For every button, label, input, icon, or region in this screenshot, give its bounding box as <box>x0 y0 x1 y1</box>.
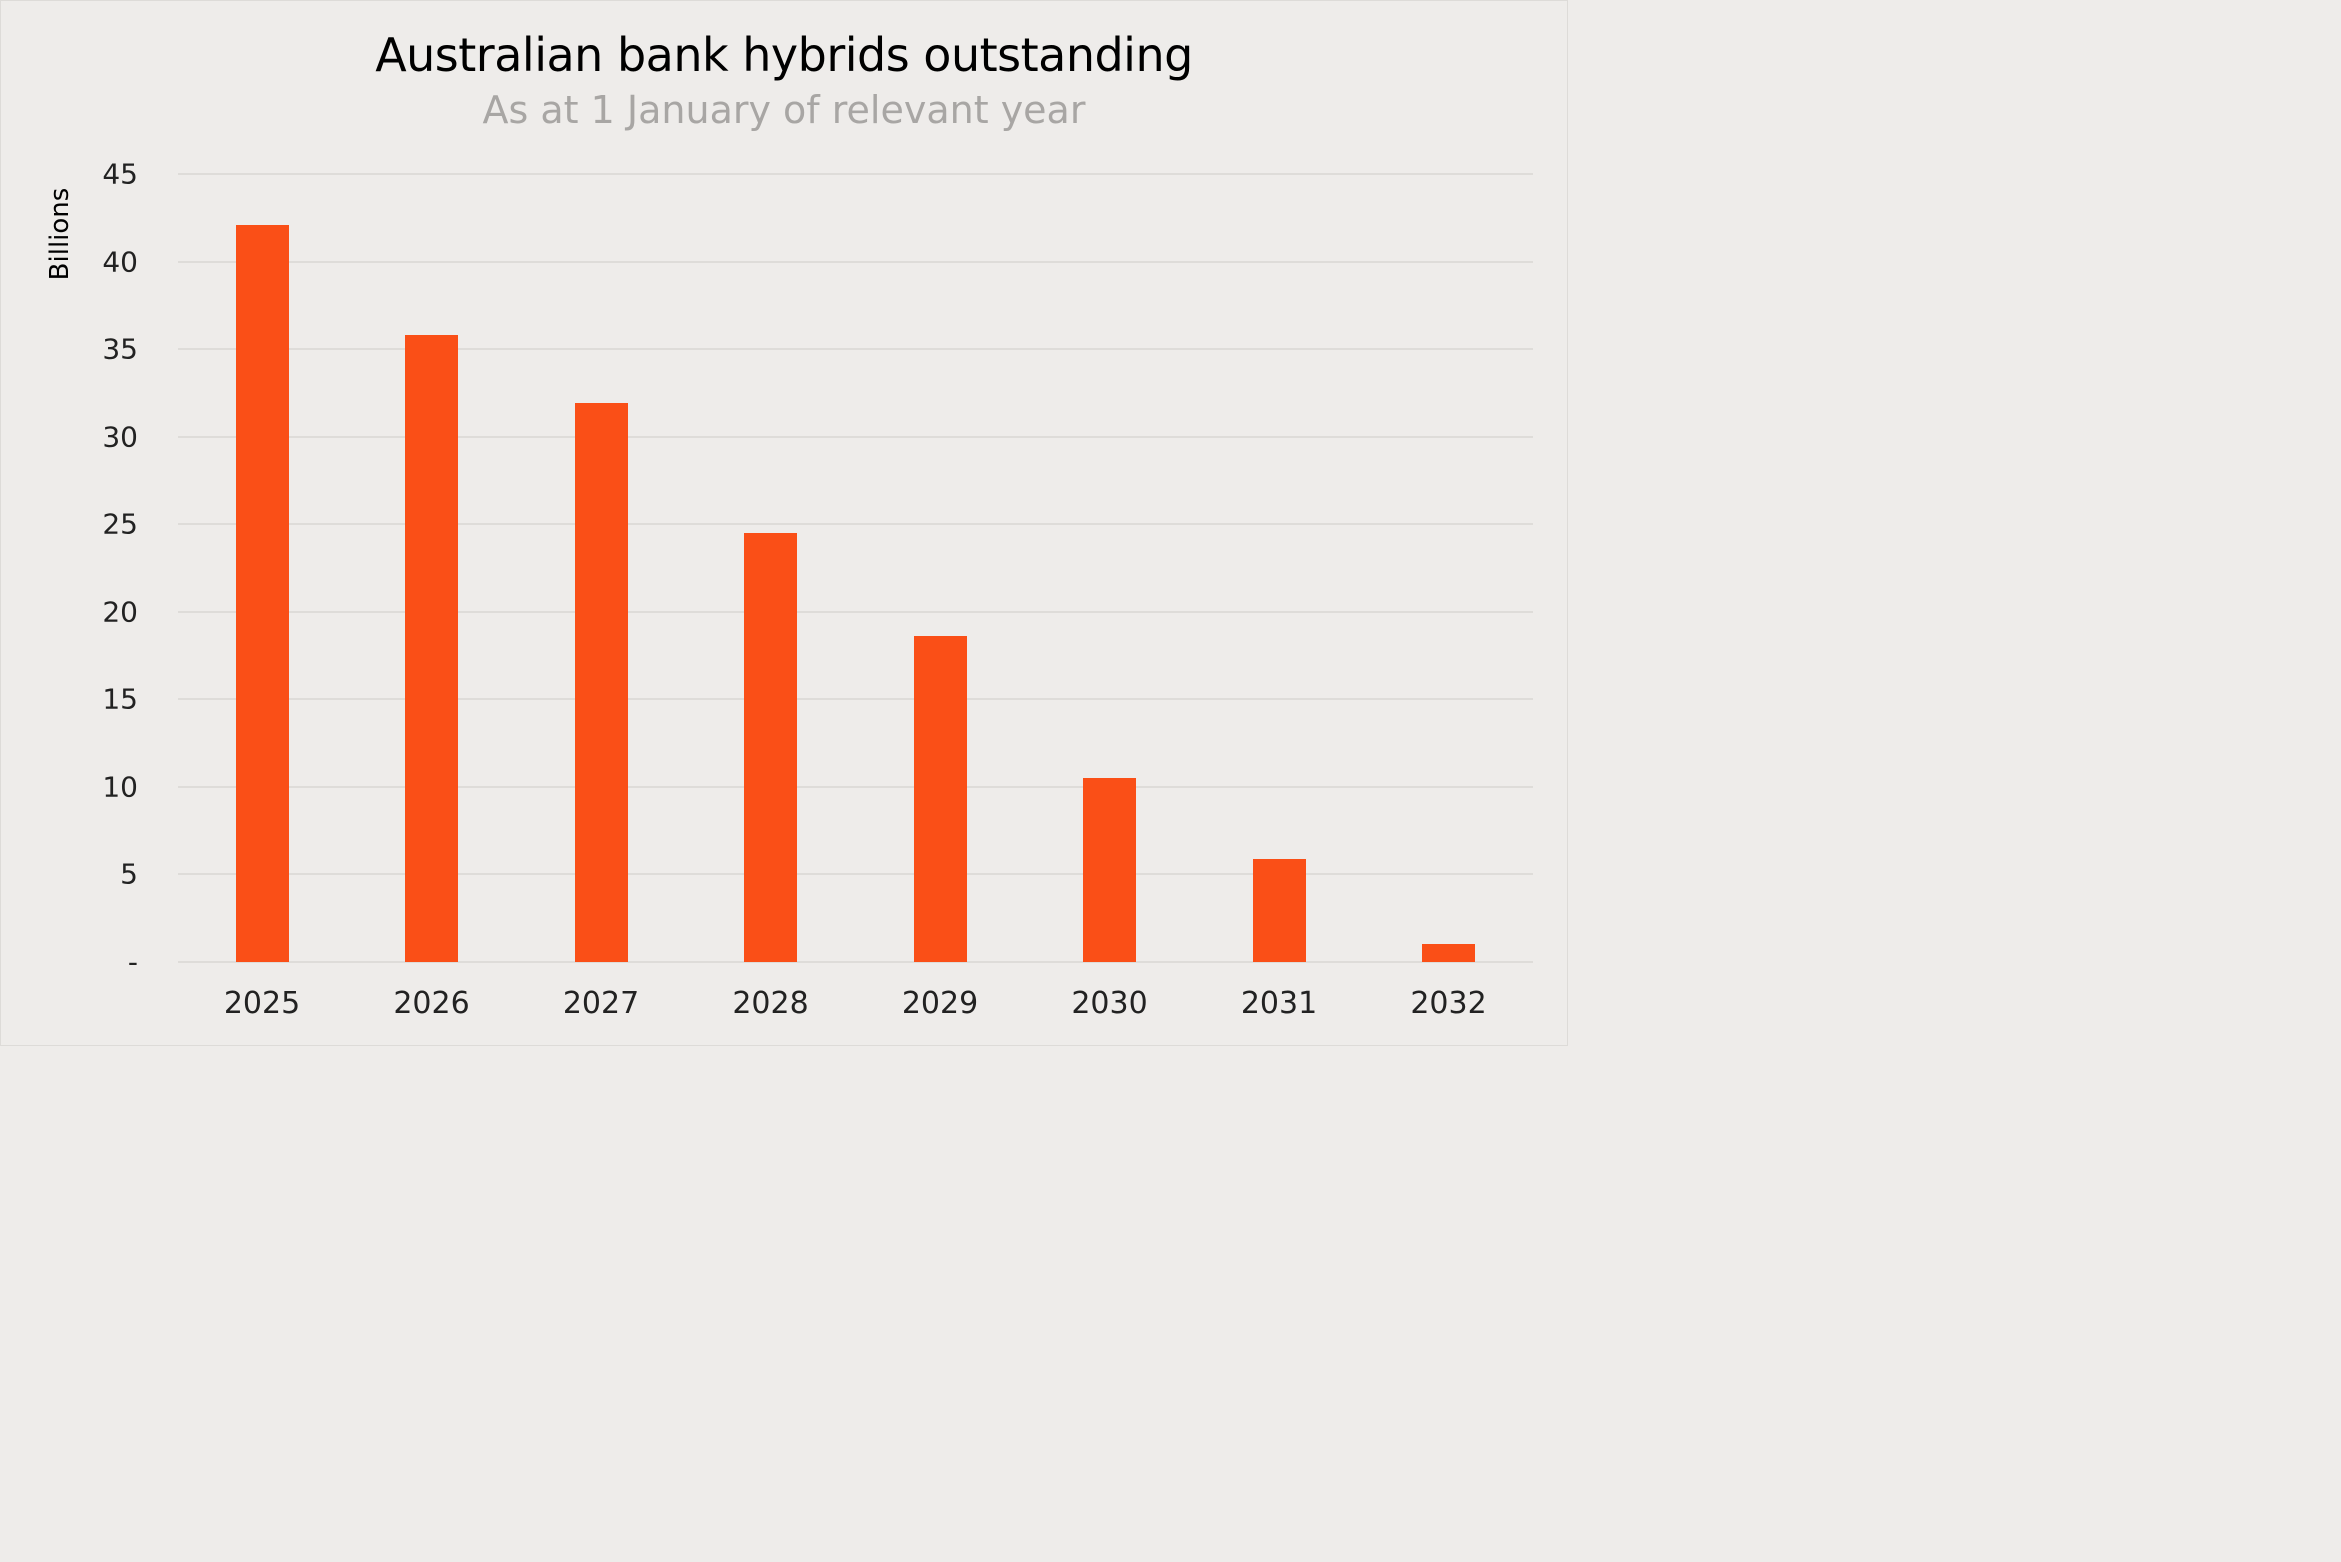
chart-frame <box>0 0 1568 1046</box>
y-tick-label: 45 <box>102 157 138 191</box>
gridline <box>178 785 1533 788</box>
x-tick-label: 2027 <box>562 986 640 1021</box>
bar-2029 <box>913 636 967 962</box>
y-tick-label: 40 <box>102 245 138 279</box>
chart-title: Australian bank hybrids outstanding <box>375 28 1193 82</box>
x-tick-label: 2031 <box>1240 986 1318 1021</box>
gridline <box>178 173 1533 175</box>
x-tick-label: 2029 <box>901 986 979 1021</box>
y-tick-label: 35 <box>102 332 138 366</box>
y-tick-label: - <box>127 945 138 979</box>
gridline <box>178 348 1533 351</box>
y-tick-label: 10 <box>102 770 138 804</box>
x-tick-label: 2025 <box>223 986 301 1021</box>
gridline <box>178 873 1533 876</box>
bar-2028 <box>744 532 797 962</box>
x-tick-label: 2032 <box>1410 986 1487 1021</box>
y-tick-label: 30 <box>102 420 138 454</box>
gridline <box>178 610 1533 613</box>
y-tick-label: 25 <box>102 507 138 541</box>
y-axis-label: Billions <box>45 187 75 281</box>
bar-2026 <box>405 335 458 962</box>
y-tick-label: 5 <box>120 857 138 891</box>
bar-2030 <box>1083 778 1136 962</box>
x-tick-label: 2030 <box>1071 986 1148 1021</box>
x-tick-label: 2028 <box>732 986 809 1021</box>
gridline <box>178 698 1533 701</box>
bar-2031 <box>1252 858 1306 962</box>
bar-2032 <box>1422 944 1475 962</box>
chart-subtitle: As at 1 January of relevant year <box>482 88 1086 132</box>
gridline <box>178 523 1533 526</box>
y-tick-label: 20 <box>102 595 138 629</box>
bar-2025 <box>235 224 289 962</box>
gridline <box>178 260 1533 263</box>
bar-2027 <box>574 403 628 962</box>
x-tick-label: 2026 <box>393 986 470 1021</box>
y-tick-label: 15 <box>102 682 138 716</box>
gridline <box>178 961 1533 963</box>
gridline <box>178 435 1533 438</box>
